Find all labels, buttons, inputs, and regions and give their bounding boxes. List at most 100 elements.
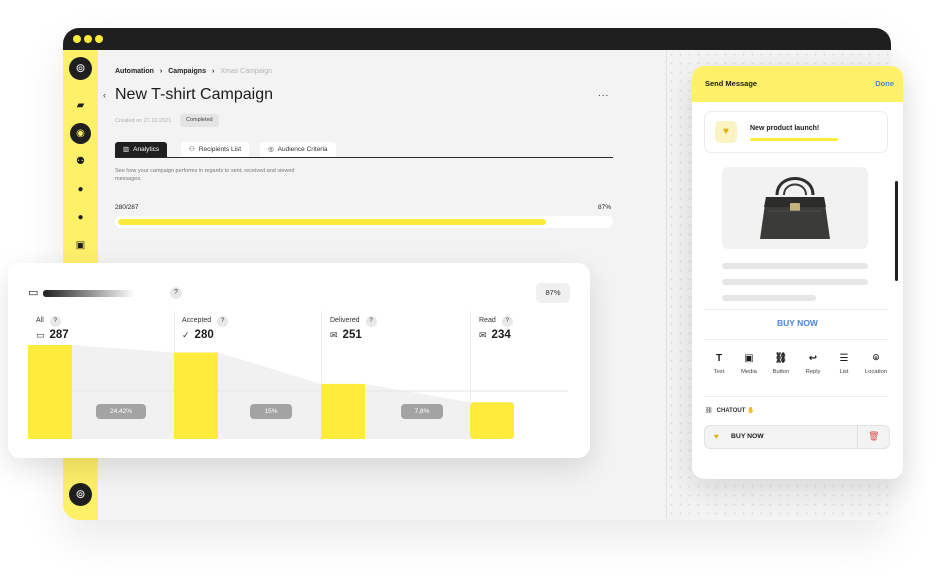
location-pin-icon: ⌾ — [873, 353, 879, 364]
link-icon: ⛓ — [774, 353, 788, 364]
progress-fill — [118, 219, 546, 225]
funnel-percent-badge: 87% — [536, 283, 570, 303]
button-label: BUY NOW — [731, 433, 764, 440]
check-icon: ✓ — [182, 330, 190, 340]
fingerprint-logo-icon[interactable]: ⊚ — [69, 57, 92, 80]
users-icon: ⚇ — [189, 146, 195, 153]
help-icon[interactable]: ? — [170, 287, 182, 299]
funnel-drop-area — [28, 345, 514, 439]
messages-icon[interactable]: ● — [77, 184, 84, 195]
send-message-panel: Send Message Done ♥ New product launch! … — [692, 66, 903, 479]
account-fingerprint-icon[interactable]: ⊚ — [69, 483, 92, 506]
window-close-dot[interactable] — [73, 35, 81, 43]
link-icon: ⛓ — [705, 408, 713, 414]
heart-emoji-icon: ♥ — [715, 121, 737, 143]
chat-icon[interactable]: ▰ — [76, 100, 85, 111]
panel-header: Send Message Done — [692, 66, 903, 102]
message-text-card[interactable]: ♥ New product launch! — [704, 111, 888, 153]
open-envelope-icon: ✉ — [479, 330, 487, 340]
chat-bubble-icon: ▭ — [28, 287, 39, 299]
product-image[interactable] — [722, 167, 868, 249]
stage-label-read: Read? — [479, 316, 513, 327]
funnel-card: ▭ ? 87% All? Accepted? Delivered? Read? … — [8, 263, 590, 458]
help-icon[interactable]: ? — [217, 316, 229, 327]
stage-label-delivered: Delivered? — [330, 316, 377, 327]
tab-label: Audience Criteria — [277, 146, 328, 153]
stage-name: Delivered — [330, 317, 360, 324]
buy-now-link[interactable]: BUY NOW — [777, 318, 818, 328]
done-button[interactable]: Done — [875, 79, 894, 88]
drop-rate-badge: 15% — [250, 404, 292, 419]
window-maximize-dot[interactable] — [95, 35, 103, 43]
text-icon: T — [715, 353, 723, 364]
tool-label: List — [839, 369, 849, 375]
tool-media[interactable]: ▣ Media — [734, 351, 764, 375]
users-icon[interactable]: ⚉ — [76, 156, 85, 167]
window-minimize-dot[interactable] — [84, 35, 92, 43]
support-icon[interactable]: ● — [77, 212, 84, 223]
tab-recipients-list[interactable]: ⚇ Recipients List — [181, 142, 250, 157]
handbag-icon — [760, 177, 830, 239]
chevron-right-icon: › — [159, 68, 163, 75]
more-options-button[interactable]: ... — [598, 88, 610, 99]
funnel-bar-delivered[interactable] — [321, 383, 365, 439]
skeleton-line — [722, 263, 868, 269]
bar-chart-icon: ▥ — [123, 146, 130, 153]
breadcrumb-current: Xmas Campaign — [220, 68, 273, 75]
back-arrow-icon[interactable]: ‹ — [103, 90, 106, 100]
tool-list[interactable]: ☰ List — [829, 351, 859, 375]
campaign-icon[interactable]: ◉ — [70, 123, 91, 144]
trash-icon[interactable]: 🗑 — [868, 431, 880, 441]
stage-value-delivered: ✉ 251 — [330, 329, 362, 341]
help-icon[interactable]: ? — [501, 316, 513, 327]
tool-label: Text — [713, 369, 725, 375]
stage-value-read: ✉ 234 — [479, 329, 511, 341]
chevron-right-icon: › — [211, 68, 215, 75]
divider — [704, 396, 888, 397]
tool-reply[interactable]: ↩ Reply — [798, 351, 828, 375]
progress-percent: 87% — [598, 204, 612, 211]
panel-title: Send Message — [705, 79, 758, 88]
breadcrumb-automation[interactable]: Automation — [115, 68, 154, 75]
gradient-label-placeholder — [43, 290, 135, 297]
buy-now-button[interactable]: ♥ BUY NOW 🗑 — [704, 425, 890, 449]
divider — [704, 309, 888, 310]
store-icon[interactable]: ▣ — [75, 240, 86, 251]
progress-bar — [115, 216, 613, 228]
drop-rate-badge: 24,42% — [96, 404, 146, 419]
stage-count: 251 — [342, 329, 362, 341]
stage-count: 234 — [491, 329, 511, 341]
stage-name: All — [36, 317, 44, 324]
tab-audience-criteria[interactable]: ◎ Audience Criteria — [260, 142, 336, 157]
tab-analytics[interactable]: ▥ Analytics — [115, 142, 168, 157]
tool-label: Media — [741, 369, 757, 375]
tab-label: Analytics — [133, 146, 160, 153]
breadcrumb: Automation › Campaigns › Xmas Campaign — [115, 68, 272, 75]
window-titlebar — [63, 28, 891, 50]
skeleton-line — [722, 295, 816, 301]
tool-text[interactable]: T Text — [704, 351, 734, 375]
column-divider — [321, 311, 322, 439]
button-divider — [857, 426, 858, 448]
tool-label: Reply — [805, 369, 821, 375]
text-underline — [750, 138, 838, 141]
chatout-label: ⛓ CHATOUT ✋ — [705, 407, 755, 414]
column-divider — [470, 311, 471, 439]
tool-button[interactable]: ⛓ Button — [766, 351, 796, 375]
tab-label: Recipients List — [198, 146, 242, 153]
help-icon[interactable]: ? — [49, 316, 61, 327]
skeleton-line — [722, 279, 868, 285]
help-icon[interactable]: ? — [365, 316, 377, 327]
funnel-bar-read[interactable] — [470, 402, 514, 439]
tool-label: Location — [865, 369, 887, 375]
divider — [704, 339, 888, 340]
funnel-bar-accepted[interactable] — [174, 352, 218, 439]
breadcrumb-campaigns[interactable]: Campaigns — [168, 68, 206, 75]
tool-location[interactable]: ⌾ Location — [861, 351, 891, 375]
funnel-bar-all[interactable] — [28, 345, 72, 439]
envelope-icon: ✉ — [330, 330, 338, 340]
panel-scrollbar[interactable] — [895, 181, 898, 281]
message-text: New product launch! — [750, 125, 820, 132]
page-title: New T-shirt Campaign — [115, 86, 273, 103]
